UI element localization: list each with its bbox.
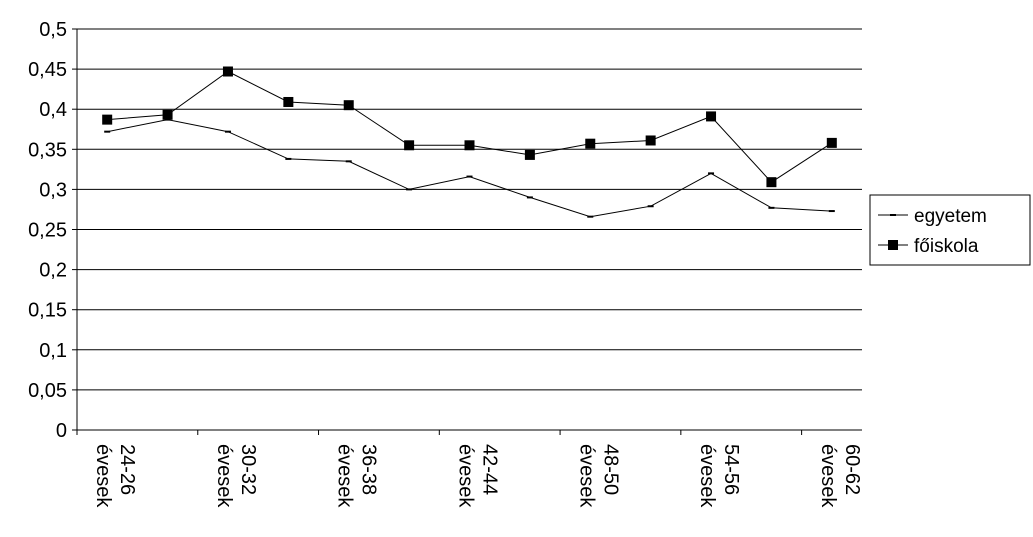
data-point (766, 177, 777, 188)
gridlines (77, 28, 862, 391)
data-point (102, 114, 113, 125)
data-point (524, 149, 535, 160)
x-tick-label-unit: évesek (334, 444, 356, 508)
data-point (645, 135, 656, 146)
y-tick-label: 0 (56, 420, 67, 442)
y-tick-label: 0,1 (39, 340, 67, 362)
legend-swatch-marker (888, 240, 898, 250)
x-tick-label-unit: évesek (92, 444, 114, 508)
y-tick-label: 0,45 (28, 59, 67, 81)
series-2 (102, 66, 837, 188)
data-point (585, 138, 596, 149)
series-line (107, 119, 832, 218)
series-layer (102, 66, 837, 218)
y-tick-label: 0,4 (39, 99, 67, 121)
y-tick-label: 0,35 (28, 139, 67, 161)
x-tick-label-range: 60-62 (841, 444, 863, 495)
x-tick-label-range: 24-26 (116, 444, 138, 495)
legend: egyetem főiskola (869, 194, 1031, 266)
data-point (162, 109, 173, 120)
series-1 (104, 118, 835, 218)
y-tick-label: 0,25 (28, 220, 67, 242)
x-tick-label-unit: évesek (817, 444, 839, 508)
data-point (826, 137, 837, 148)
x-tick-label-unit: évesek (455, 444, 477, 508)
x-tick-label-range: 36-38 (358, 444, 380, 495)
legend-box (869, 194, 1031, 266)
y-axis-ticks: 0 0,05 0,1 0,15 0,2 0,25 0,3 0,35 0,4 0,45 0,5 (28, 19, 77, 442)
legend-label: egyetem (914, 206, 987, 227)
y-tick-label: 0,2 (39, 260, 67, 282)
series-line (107, 70, 833, 183)
x-tick-label-unit: évesek (575, 444, 597, 508)
y-tick-label: 0,5 (39, 19, 67, 41)
x-tick-label-range: 30-32 (237, 444, 259, 495)
x-tick-label-unit: évesek (213, 444, 235, 508)
x-tick-label-unit: évesek (696, 444, 718, 508)
data-point (222, 66, 233, 77)
y-tick-label: 0,05 (28, 380, 67, 402)
data-point (343, 100, 354, 111)
x-tick-label-range: 54-56 (720, 444, 742, 495)
legend-label: főiskola (914, 236, 979, 257)
y-tick-label: 0,3 (39, 179, 67, 201)
y-tick-label: 0,15 (28, 300, 67, 322)
x-tick-label-range: 42-44 (479, 444, 501, 495)
data-point (283, 96, 294, 107)
data-point (706, 111, 717, 122)
x-tick-label-range: 48-50 (599, 444, 621, 495)
data-point (464, 140, 475, 151)
data-point (404, 140, 415, 151)
